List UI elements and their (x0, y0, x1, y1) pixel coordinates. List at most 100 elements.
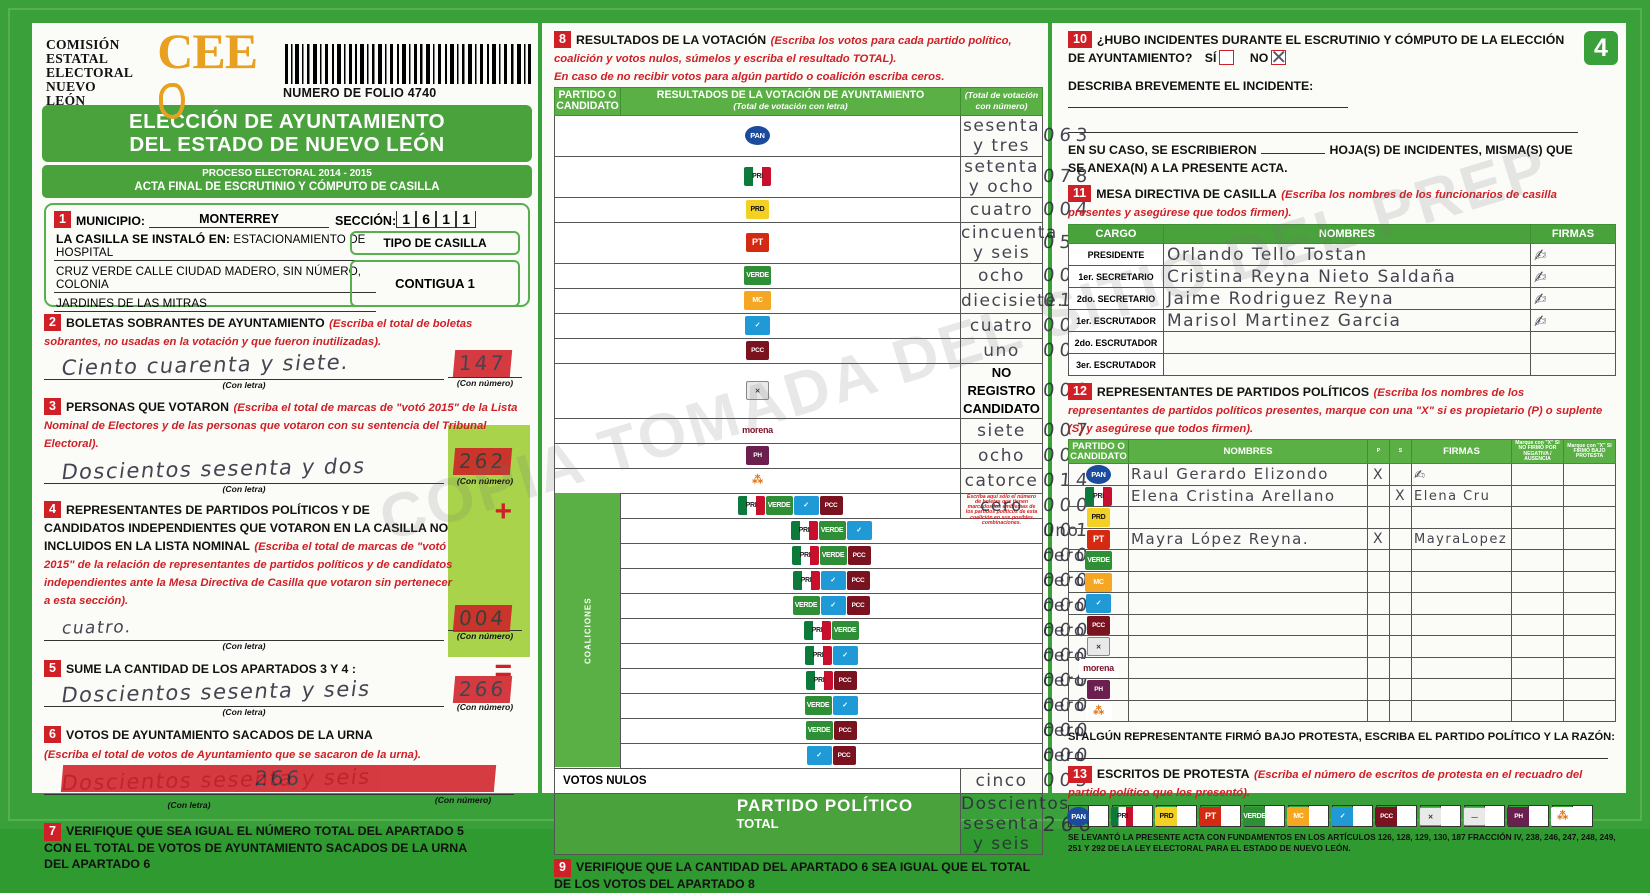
rep-no-firmo-cell[interactable] (1512, 464, 1564, 486)
mesa-firma-cell[interactable] (1531, 354, 1616, 376)
results-letra-cell[interactable]: cuatro (961, 313, 1043, 338)
rep-no-firmo-cell[interactable] (1512, 485, 1564, 507)
rep-bajo-protesta-cell[interactable] (1564, 571, 1616, 593)
rep-p-cell[interactable] (1368, 679, 1390, 701)
rep-bajo-protesta-cell[interactable] (1564, 485, 1616, 507)
rep-no-firmo-cell[interactable] (1512, 507, 1564, 529)
rep-p-cell[interactable] (1368, 550, 1390, 572)
rep-nombre-cell[interactable] (1129, 593, 1368, 615)
results-letra-cell[interactable]: setenta y ocho (961, 156, 1043, 197)
results-letra-cell[interactable]: diecisiete. (961, 288, 1043, 313)
address-line-3[interactable]: JARDINES DE LAS MITRAS (54, 293, 376, 312)
results-letra-cell[interactable]: catorce (961, 468, 1043, 493)
rep-s-cell[interactable] (1390, 571, 1412, 593)
rep-no-firmo-cell[interactable] (1512, 550, 1564, 572)
section-3-numero-field[interactable]: 262 (Con número) (448, 448, 522, 486)
rep-p-cell[interactable] (1368, 614, 1390, 636)
rep-no-firmo-cell[interactable] (1512, 700, 1564, 722)
mesa-nombre-cell[interactable]: Cristina Reyna Nieto Saldaña (1164, 266, 1531, 288)
results-letra-cell[interactable]: cuatro (961, 197, 1043, 222)
rep-s-cell[interactable] (1390, 507, 1412, 529)
results-letra-cell[interactable]: siete (961, 418, 1043, 443)
rep-bajo-protesta-cell[interactable] (1564, 464, 1616, 486)
results-letra-cell[interactable]: sesenta y tres (961, 115, 1043, 156)
mesa-nombre-cell[interactable]: Marisol Martinez Garcia (1164, 310, 1531, 332)
mesa-nombre-cell[interactable]: Orlando Tello Tostan (1164, 244, 1531, 266)
results-letra-cell[interactable]: Escriba aquí sólo el número de boletas q… (961, 493, 1043, 518)
results-letra-cell[interactable]: ocho (961, 443, 1043, 468)
rep-s-cell[interactable] (1390, 636, 1412, 658)
mesa-nombre-cell[interactable] (1164, 332, 1531, 354)
results-letra-cell[interactable]: uno (961, 338, 1043, 363)
rep-firma-cell[interactable] (1412, 550, 1512, 572)
results-letra-cell[interactable]: ocho (961, 263, 1043, 288)
rep-bajo-protesta-cell[interactable] (1564, 593, 1616, 615)
rep-bajo-protesta-cell[interactable] (1564, 550, 1616, 572)
rep-firma-cell[interactable] (1412, 593, 1512, 615)
rep-s-cell[interactable] (1390, 550, 1412, 572)
rep-s-cell[interactable] (1390, 593, 1412, 615)
rep-p-cell[interactable]: X (1368, 464, 1390, 486)
mesa-firma-cell[interactable]: ✍ (1531, 288, 1616, 310)
rep-p-cell[interactable] (1368, 700, 1390, 722)
rep-firma-cell[interactable] (1412, 507, 1512, 529)
mesa-nombre-cell[interactable]: Jaime Rodriguez Reyna (1164, 288, 1531, 310)
rep-s-cell[interactable] (1390, 700, 1412, 722)
address-row-1[interactable]: LA CASILLA SE INSTALÓ EN: ESTACIONAMIENT… (54, 228, 376, 261)
incident-line-2[interactable] (1068, 117, 1578, 133)
rep-nombre-cell[interactable] (1129, 614, 1368, 636)
rep-nombre-cell[interactable]: Mayra López Reyna. (1129, 528, 1368, 550)
rep-no-firmo-cell[interactable] (1512, 593, 1564, 615)
rep-s-cell[interactable] (1390, 614, 1412, 636)
no-checkbox[interactable] (1271, 50, 1286, 65)
rep-p-cell[interactable] (1368, 636, 1390, 658)
rep-bajo-protesta-cell[interactable] (1564, 636, 1616, 658)
section-4-letra-field[interactable]: cuatro. (44, 611, 444, 641)
rep-firma-cell[interactable] (1412, 700, 1512, 722)
rep-p-cell[interactable] (1368, 485, 1390, 507)
rep-no-firmo-cell[interactable] (1512, 528, 1564, 550)
rep-no-firmo-cell[interactable] (1512, 636, 1564, 658)
rep-firma-cell[interactable] (1412, 679, 1512, 701)
rep-no-firmo-cell[interactable] (1512, 657, 1564, 679)
section-5-letra-field[interactable]: Doscientos sesenta y seis (44, 679, 444, 707)
rep-firma-cell[interactable]: Elena Cru (1412, 485, 1512, 507)
rep-p-cell[interactable] (1368, 571, 1390, 593)
rep-nombre-cell[interactable]: Raul Gerardo Elizondo (1129, 464, 1368, 486)
rep-firma-cell[interactable] (1412, 657, 1512, 679)
section-5-numero-field[interactable]: 266 (Con número) (448, 676, 522, 712)
municipio-value[interactable]: MONTERREY (149, 212, 329, 228)
rep-bajo-protesta-cell[interactable] (1564, 700, 1616, 722)
section-3-letra-field[interactable]: Doscientos sesenta y dos (44, 454, 444, 484)
sheets-count-field[interactable] (1261, 142, 1325, 154)
mesa-firma-cell[interactable]: ✍ (1531, 310, 1616, 332)
rep-s-cell[interactable]: X (1390, 485, 1412, 507)
rep-nombre-cell[interactable] (1129, 636, 1368, 658)
rep-no-firmo-cell[interactable] (1512, 679, 1564, 701)
section-2-numero-field[interactable]: 147 (Con número) (448, 350, 522, 388)
address-line-2[interactable]: CRUZ VERDE CALLE CIUDAD MADERO, SIN NÚME… (54, 261, 376, 293)
rep-bajo-protesta-cell[interactable] (1564, 657, 1616, 679)
rep-no-firmo-cell[interactable] (1512, 571, 1564, 593)
section-6-letra-field[interactable]: Doscientos sesenta y seis 266 (44, 765, 514, 795)
rep-p-cell[interactable]: X (1368, 528, 1390, 550)
rep-nombre-cell[interactable]: Elena Cristina Arellano (1129, 485, 1368, 507)
rep-p-cell[interactable] (1368, 593, 1390, 615)
protest-reason-field[interactable] (1068, 745, 1608, 759)
mesa-firma-cell[interactable] (1531, 332, 1616, 354)
rep-firma-cell[interactable] (1412, 636, 1512, 658)
rep-bajo-protesta-cell[interactable] (1564, 679, 1616, 701)
rep-no-firmo-cell[interactable] (1512, 614, 1564, 636)
mesa-nombre-cell[interactable] (1164, 354, 1531, 376)
rep-nombre-cell[interactable] (1129, 657, 1368, 679)
si-checkbox[interactable] (1219, 50, 1234, 65)
rep-firma-cell[interactable]: ✍ (1412, 464, 1512, 486)
rep-nombre-cell[interactable] (1129, 679, 1368, 701)
rep-nombre-cell[interactable] (1129, 550, 1368, 572)
rep-nombre-cell[interactable] (1129, 700, 1368, 722)
rep-firma-cell[interactable] (1412, 571, 1512, 593)
results-letra-cell[interactable]: cincuenta y seis (961, 222, 1043, 263)
rep-nombre-cell[interactable] (1129, 571, 1368, 593)
rep-s-cell[interactable] (1390, 528, 1412, 550)
rep-bajo-protesta-cell[interactable] (1564, 614, 1616, 636)
